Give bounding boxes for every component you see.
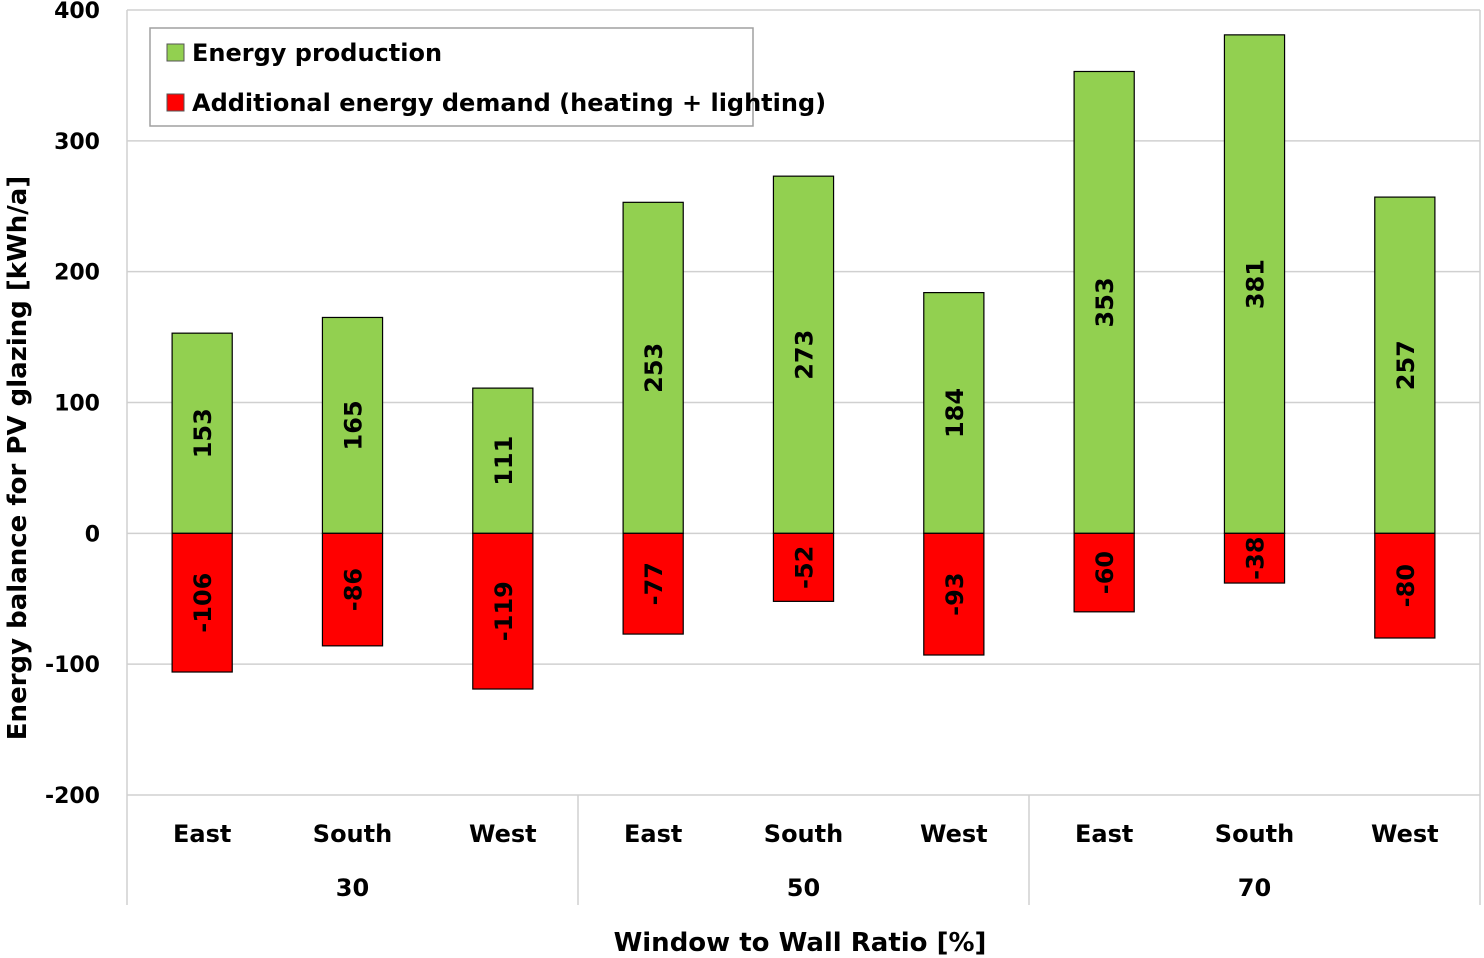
data-label-demand: -106 bbox=[189, 573, 217, 633]
legend-swatch bbox=[166, 43, 185, 62]
legend-swatch bbox=[166, 93, 185, 112]
y-tick-label: 200 bbox=[54, 261, 100, 286]
x-category-label: South bbox=[1215, 820, 1294, 848]
x-category-label: West bbox=[920, 820, 988, 848]
x-group-label: 30 bbox=[336, 874, 369, 902]
data-label-production: 111 bbox=[490, 436, 518, 486]
x-category-label: West bbox=[469, 820, 537, 848]
bar-energy-production bbox=[772, 175, 835, 534]
data-label-production: 184 bbox=[941, 388, 969, 438]
y-tick-label: -100 bbox=[45, 653, 100, 678]
y-axis-title: Energy balance for PV glazing [kWh/a] bbox=[3, 176, 33, 740]
x-category-label: South bbox=[313, 820, 392, 848]
bar-additional-demand bbox=[171, 532, 233, 673]
bar-energy-production bbox=[1374, 196, 1436, 534]
y-tick-label: 100 bbox=[54, 392, 100, 417]
legend-label: Additional energy demand (heating + ligh… bbox=[192, 89, 826, 117]
bar-additional-demand bbox=[1073, 532, 1135, 613]
data-label-production: 273 bbox=[791, 330, 819, 380]
bar-additional-demand bbox=[622, 532, 684, 635]
data-label-demand: -80 bbox=[1392, 564, 1420, 607]
x-category-label: South bbox=[764, 820, 843, 848]
x-category-label: East bbox=[173, 820, 231, 848]
bar-additional-demand bbox=[1223, 532, 1286, 584]
y-tick-label: 300 bbox=[54, 130, 100, 155]
bar-energy-production bbox=[321, 316, 384, 534]
y-tick-label: 0 bbox=[85, 522, 100, 547]
data-label-demand: -60 bbox=[1091, 551, 1119, 594]
bar-additional-demand bbox=[1374, 532, 1436, 639]
bar-additional-demand bbox=[772, 532, 835, 602]
bar-additional-demand bbox=[321, 532, 384, 647]
y-tick-label: 400 bbox=[54, 0, 100, 24]
data-label-demand: -52 bbox=[791, 546, 819, 589]
data-label-demand: -77 bbox=[640, 562, 668, 605]
data-label-production: 381 bbox=[1242, 259, 1270, 309]
x-group-label: 70 bbox=[1238, 874, 1271, 902]
data-label-demand: -119 bbox=[490, 581, 518, 641]
x-category-label: East bbox=[624, 820, 682, 848]
data-label-production: 253 bbox=[640, 343, 668, 393]
x-group-label: 50 bbox=[787, 874, 820, 902]
y-tick-label: -200 bbox=[45, 784, 100, 809]
data-label-production: 257 bbox=[1392, 340, 1420, 390]
axes: 400 300 200 100 0 -100 -200 East South West East So… bbox=[45, 0, 1481, 905]
data-label-production: 353 bbox=[1091, 277, 1119, 327]
bars bbox=[171, 34, 1436, 690]
data-label-production: 165 bbox=[340, 400, 368, 450]
x-category-label: East bbox=[1075, 820, 1133, 848]
x-axis-title: Window to Wall Ratio [%] bbox=[614, 928, 987, 958]
bar-energy-production bbox=[622, 201, 684, 534]
bar-energy-production bbox=[472, 387, 534, 534]
data-label-demand: -86 bbox=[340, 568, 368, 611]
legend: Energy production Additional energy deman… bbox=[149, 27, 826, 127]
bar-additional-demand bbox=[472, 532, 534, 690]
legend-box bbox=[149, 27, 754, 127]
legend-label: Energy production bbox=[192, 39, 442, 67]
data-label-production: 153 bbox=[189, 408, 217, 458]
bar-energy-production bbox=[923, 292, 985, 534]
data-label-demand: -93 bbox=[941, 572, 969, 615]
bar-energy-production bbox=[1223, 34, 1286, 534]
data-labels: 153 -106 165 -86 111 -119 253 -77 273 -52 184 -93 35… bbox=[189, 259, 1420, 641]
bar-additional-demand bbox=[923, 532, 985, 656]
data-label-demand: -38 bbox=[1242, 537, 1270, 580]
x-category-label: West bbox=[1371, 820, 1439, 848]
bar-energy-production bbox=[1073, 70, 1135, 534]
